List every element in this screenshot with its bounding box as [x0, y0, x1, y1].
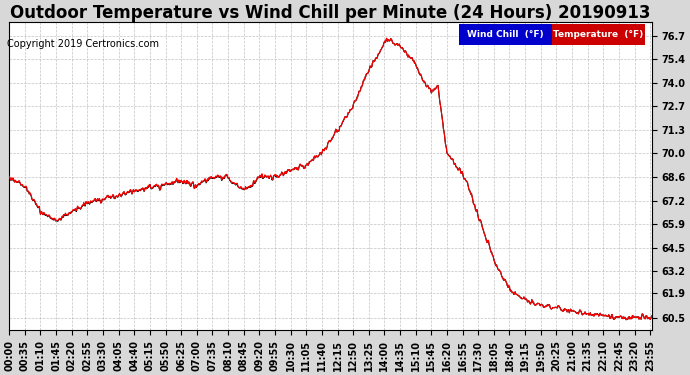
Text: Wind Chill  (°F): Wind Chill (°F) — [467, 30, 544, 39]
Title: Outdoor Temperature vs Wind Chill per Minute (24 Hours) 20190913: Outdoor Temperature vs Wind Chill per Mi… — [10, 4, 651, 22]
Text: Temperature  (°F): Temperature (°F) — [553, 30, 644, 39]
Text: Copyright 2019 Certronics.com: Copyright 2019 Certronics.com — [7, 39, 159, 50]
